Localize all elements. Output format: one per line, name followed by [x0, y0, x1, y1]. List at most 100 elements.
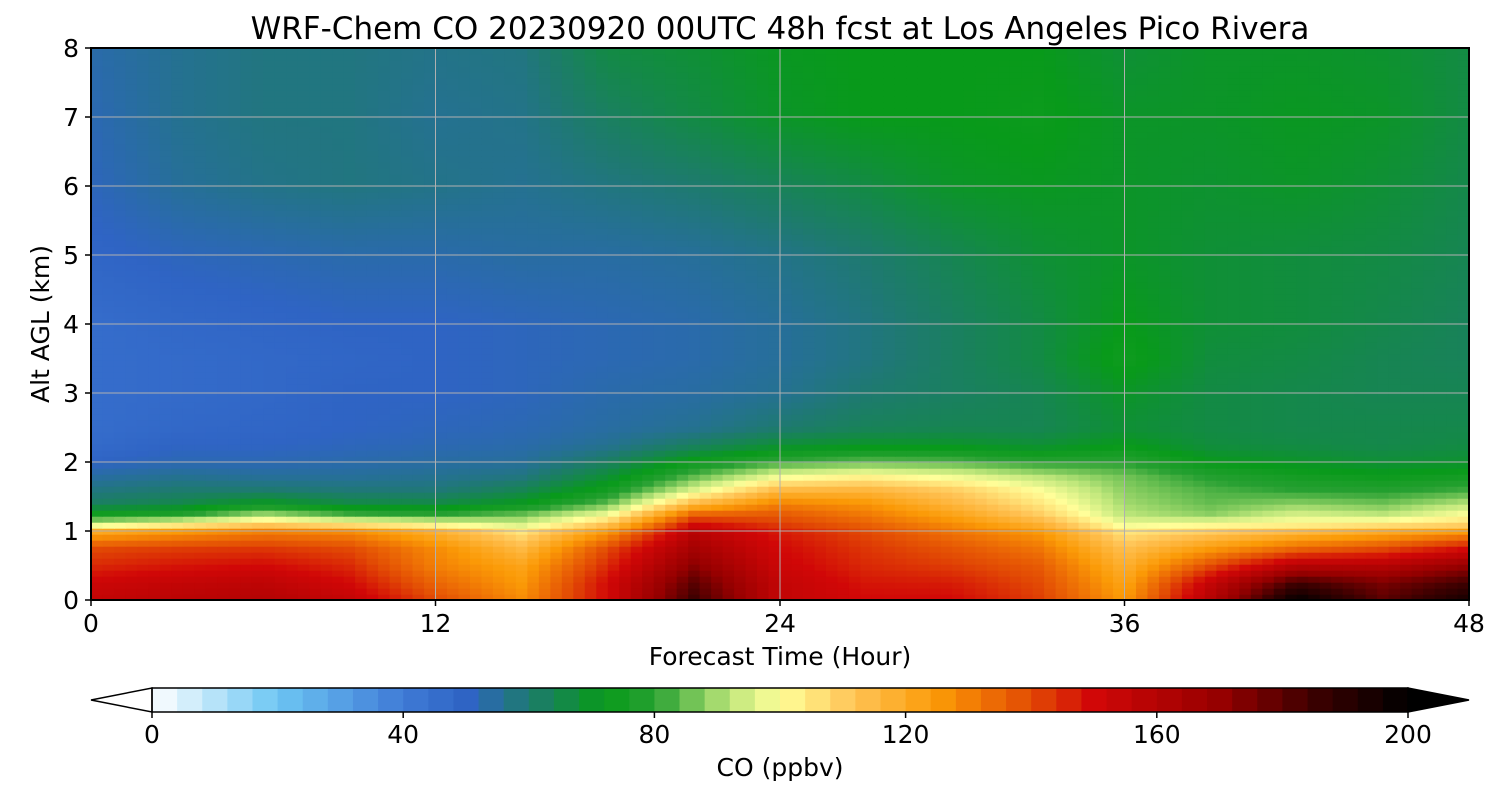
field-cell [550, 420, 563, 427]
field-cell [1331, 522, 1344, 529]
field-cell [1411, 540, 1424, 547]
field-cell [366, 492, 379, 499]
field-cell [860, 402, 873, 409]
field-cell [1181, 402, 1195, 409]
field-cell [527, 396, 540, 403]
field-cell [561, 546, 574, 553]
field-cell [251, 558, 264, 565]
field-cell [1158, 552, 1172, 559]
field-cell [768, 522, 781, 529]
field-cell [182, 396, 196, 403]
field-cell [1239, 444, 1252, 451]
field-cell [584, 378, 597, 385]
field-cell [745, 426, 758, 433]
field-cell [102, 540, 115, 547]
field-cell [1113, 438, 1126, 445]
field-cell [378, 348, 391, 355]
field-cell [1377, 588, 1390, 595]
field-cell [642, 462, 655, 469]
field-cell [332, 522, 345, 529]
field-cell [1239, 570, 1252, 577]
field-cell [722, 576, 735, 583]
field-cell [791, 492, 804, 499]
field-cell [848, 516, 862, 523]
field-cell [917, 522, 930, 529]
field-cell [1216, 462, 1229, 469]
field-cell [125, 480, 138, 487]
field-cell [125, 522, 138, 529]
field-cell [91, 486, 104, 493]
field-cell [1216, 546, 1229, 553]
field-cell [722, 534, 735, 541]
field-cell [825, 354, 839, 361]
field-cell [263, 486, 276, 493]
field-cell [929, 522, 942, 529]
field-cell [825, 558, 839, 565]
field-cell [963, 354, 976, 361]
field-cell [228, 594, 241, 600]
field-cell [1262, 462, 1275, 469]
field-cell [952, 486, 965, 493]
field-cell [1090, 354, 1103, 361]
field-cell [297, 426, 310, 433]
field-cell [1239, 366, 1252, 373]
field-cell [1262, 360, 1275, 367]
field-cell [182, 576, 196, 583]
field-cell [1423, 462, 1436, 469]
field-cell [1388, 384, 1401, 391]
field-cell [584, 420, 597, 427]
field-cell [102, 576, 115, 583]
field-cell [1067, 426, 1080, 433]
field-cell [699, 402, 712, 409]
field-cell [1342, 414, 1355, 421]
field-cell [1342, 588, 1355, 595]
field-cell [1124, 360, 1137, 367]
field-cell [550, 564, 563, 571]
field-cell [883, 372, 896, 379]
field-cell [1009, 402, 1022, 409]
field-cell [975, 570, 988, 577]
field-cell [1032, 546, 1045, 553]
field-cell [469, 558, 483, 565]
field-cell [676, 402, 689, 409]
field-cell [986, 396, 999, 403]
field-cell [1090, 564, 1103, 571]
field-cell [515, 456, 529, 463]
field-cell [1273, 456, 1286, 463]
field-cell [561, 348, 574, 355]
field-cell [1400, 438, 1413, 445]
field-cell [125, 366, 138, 373]
field-cell [205, 504, 219, 511]
field-cell [1078, 480, 1091, 487]
field-cell [274, 468, 287, 475]
field-cell [1388, 564, 1401, 571]
field-cell [1090, 438, 1103, 445]
field-cell [1342, 408, 1355, 415]
field-cell [883, 444, 896, 451]
field-cell [469, 468, 483, 475]
field-cell [159, 468, 173, 475]
field-cell [286, 522, 299, 529]
field-cell [1388, 534, 1401, 541]
field-cell [1181, 504, 1195, 511]
field-cell [1135, 582, 1149, 589]
field-cell [917, 366, 930, 373]
field-cell [412, 474, 425, 481]
field-cell [894, 450, 908, 457]
field-cell [1423, 354, 1436, 361]
field-cell [355, 468, 368, 475]
field-cell [263, 540, 276, 547]
field-cell [1319, 444, 1332, 451]
field-cell [1067, 414, 1080, 421]
field-cell [515, 366, 529, 373]
field-cell [917, 354, 930, 361]
field-cell [906, 594, 919, 600]
field-cell [1365, 546, 1378, 553]
field-cell [148, 522, 161, 529]
field-cell [217, 594, 230, 600]
field-cell [527, 420, 540, 427]
field-cell [1365, 360, 1378, 367]
field-cell [446, 408, 460, 415]
field-cell [745, 462, 758, 469]
field-cell [791, 420, 804, 427]
